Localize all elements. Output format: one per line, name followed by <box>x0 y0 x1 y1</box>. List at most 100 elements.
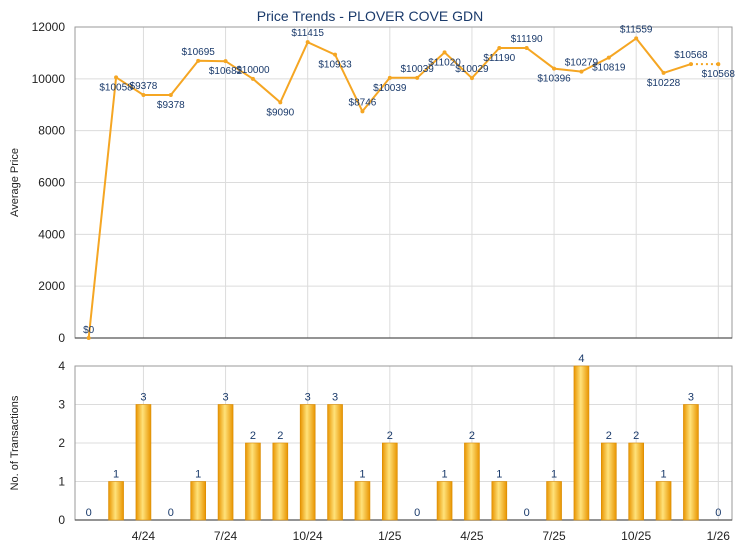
tx-data-label: 1 <box>359 469 365 481</box>
price-data-label: $11190 <box>483 53 515 64</box>
tx-bar <box>655 481 672 521</box>
price-y-tick-label: 10000 <box>32 72 66 86</box>
price-point <box>579 69 584 74</box>
x-tick-label: 1/25 <box>378 529 402 543</box>
tx-bar <box>190 481 206 521</box>
price-point <box>114 75 119 80</box>
tx-data-label: 0 <box>414 507 420 519</box>
price-y-tick-label: 6000 <box>38 176 65 190</box>
tx-bar <box>573 365 590 521</box>
price-point <box>168 92 173 97</box>
tx-bar <box>628 442 644 521</box>
tx-bar <box>245 442 261 521</box>
price-data-label: $0 <box>83 325 95 336</box>
price-y-tick-label: 12000 <box>32 20 66 34</box>
price-point <box>661 70 666 75</box>
tx-bar <box>135 404 152 521</box>
tx-data-label: 4 <box>578 353 584 365</box>
price-point <box>634 36 639 41</box>
price-point <box>141 92 146 97</box>
tx-data-label: 1 <box>496 469 502 481</box>
tx-data-label: 2 <box>387 430 393 442</box>
price-data-label: $8746 <box>349 97 377 108</box>
price-point <box>442 50 447 55</box>
x-tick-label: 1/26 <box>707 529 731 543</box>
price-data-label: $10695 <box>182 47 216 58</box>
price-data-label: $10568 <box>702 69 736 80</box>
price-data-label: $10029 <box>455 64 489 75</box>
tx-data-label: 3 <box>332 392 338 404</box>
tx-data-label: 0 <box>86 507 92 519</box>
price-point <box>333 52 338 57</box>
tx-bar <box>546 481 562 521</box>
tx-bar <box>491 481 508 521</box>
price-point <box>688 62 693 67</box>
tx-data-label: 1 <box>113 469 119 481</box>
price-point <box>387 75 392 80</box>
price-y-axis-label: Average Price <box>9 148 21 217</box>
x-tick-label: 4/24 <box>132 529 156 543</box>
tx-data-label: 3 <box>305 392 311 404</box>
tx-data-label: 3 <box>140 392 146 404</box>
price-trend-panel: 0 2000 4000 6000 8000 10000 12000 Average Price… <box>9 20 735 345</box>
price-y-tick-label: 0 <box>58 331 65 345</box>
price-data-label: $10933 <box>318 60 352 71</box>
price-data-label: $9090 <box>266 107 294 118</box>
tx-bar <box>354 481 371 521</box>
tx-y-tick-label: 3 <box>58 398 65 412</box>
x-tick-label: 7/25 <box>542 529 566 543</box>
tx-bar <box>272 442 289 521</box>
tx-data-label: 2 <box>469 430 475 442</box>
tx-bar <box>217 404 234 521</box>
price-data-label: $9378 <box>157 100 185 111</box>
tx-bar <box>299 404 316 521</box>
x-tick-label: 10/25 <box>621 529 651 543</box>
price-point <box>360 109 365 114</box>
price-point <box>305 40 310 45</box>
price-data-label: $10039 <box>373 83 407 94</box>
tx-data-label: 0 <box>524 507 530 519</box>
tx-bar <box>436 481 453 521</box>
price-y-tick-label: 4000 <box>38 227 65 241</box>
x-tick-label: 10/24 <box>293 529 323 543</box>
price-data-label: $10279 <box>565 58 599 69</box>
tx-bar <box>108 481 124 521</box>
price-data-label: $10000 <box>236 65 270 76</box>
price-data-label: $11190 <box>511 34 543 45</box>
price-data-label: $10396 <box>537 74 571 85</box>
price-y-tick-label: 8000 <box>38 124 65 138</box>
tx-y-axis-label: No. of Transactions <box>9 395 21 490</box>
tx-bar <box>464 442 480 521</box>
tx-bar <box>382 442 398 521</box>
price-point <box>524 45 529 50</box>
tx-y-tick-label: 1 <box>58 475 65 489</box>
tx-data-label: 3 <box>223 392 229 404</box>
transactions-panel: 0 1 2 3 4 4/24 7/24 10/24 1/25 4/25 7/25 10/25 1/26 N… <box>9 353 733 543</box>
tx-bar <box>683 404 699 521</box>
price-data-label: $10682 <box>209 66 243 77</box>
price-point <box>415 75 420 80</box>
tx-data-label: 0 <box>168 507 174 519</box>
tx-y-tick-label: 4 <box>58 359 65 373</box>
tx-data-label: 1 <box>661 469 667 481</box>
price-point <box>606 55 611 60</box>
tx-bar <box>601 442 617 521</box>
price-y-tick-label: 2000 <box>38 279 65 293</box>
x-tick-label: 4/25 <box>460 529 484 543</box>
price-point <box>716 62 721 67</box>
price-point <box>278 100 283 105</box>
price-data-label: $10819 <box>592 63 626 74</box>
tx-data-label: 2 <box>250 430 256 442</box>
price-data-label: $10039 <box>401 64 435 75</box>
price-data-label: $9378 <box>130 81 158 92</box>
tx-bar <box>327 404 343 521</box>
price-data-label: $10058 <box>99 82 133 93</box>
tx-data-label: 1 <box>195 469 201 481</box>
price-point <box>86 336 91 340</box>
tx-data-label: 2 <box>277 430 283 442</box>
price-data-label: $11020 <box>428 57 461 68</box>
tx-data-label: 2 <box>606 430 612 442</box>
tx-data-label: 3 <box>688 392 694 404</box>
